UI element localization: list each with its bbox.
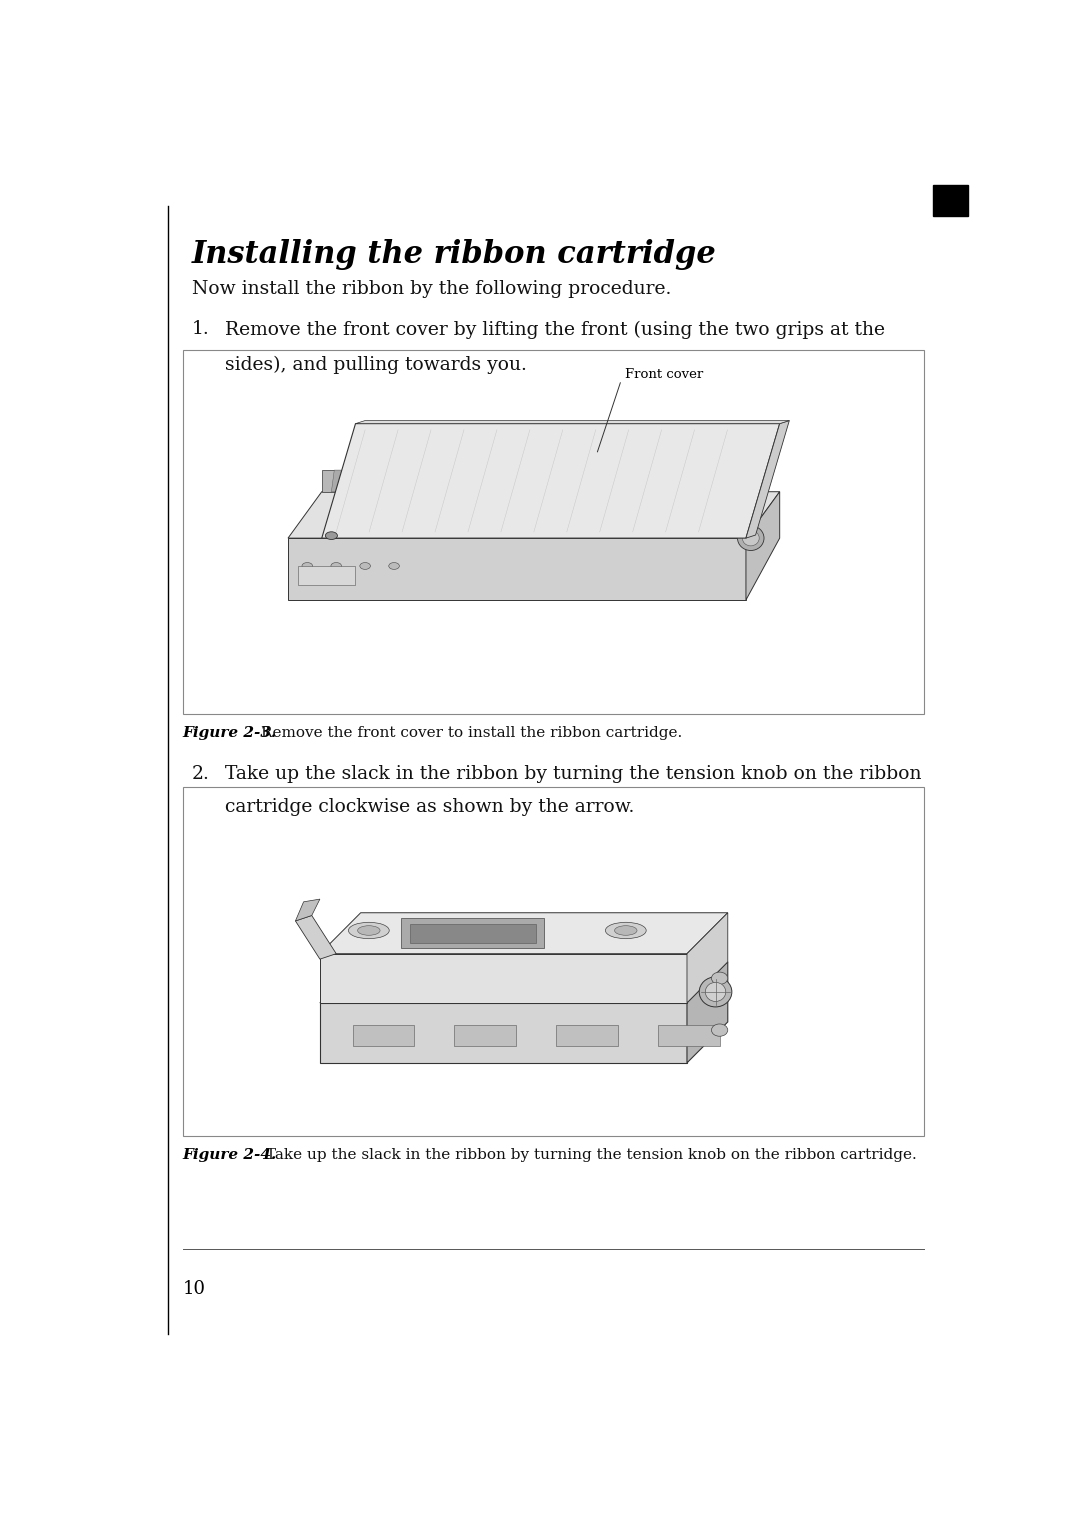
Ellipse shape: [330, 563, 341, 569]
Bar: [183, 787, 924, 1136]
Polygon shape: [577, 470, 594, 491]
Polygon shape: [320, 953, 687, 1003]
Polygon shape: [320, 962, 728, 1003]
Text: 10: 10: [183, 1279, 205, 1298]
Text: Front cover: Front cover: [625, 368, 704, 381]
Polygon shape: [651, 470, 670, 491]
Polygon shape: [355, 421, 789, 424]
Polygon shape: [350, 470, 367, 491]
Polygon shape: [388, 470, 405, 491]
Bar: [183, 349, 924, 714]
Polygon shape: [355, 494, 731, 532]
Ellipse shape: [699, 978, 732, 1006]
Polygon shape: [296, 900, 320, 921]
Polygon shape: [595, 470, 612, 491]
Ellipse shape: [357, 926, 380, 935]
Text: Remove the front cover to install the ribbon cartridge.: Remove the front cover to install the ri…: [261, 726, 683, 740]
Ellipse shape: [606, 923, 646, 939]
Ellipse shape: [742, 531, 759, 546]
Polygon shape: [746, 421, 789, 538]
Polygon shape: [708, 470, 726, 491]
Polygon shape: [288, 538, 746, 599]
Text: Take up the slack in the ribbon by turning the tension knob on the ribbon cartri: Take up the slack in the ribbon by turni…: [261, 1148, 917, 1162]
Ellipse shape: [325, 532, 337, 540]
Ellipse shape: [738, 526, 764, 551]
Polygon shape: [481, 505, 510, 523]
Ellipse shape: [705, 982, 726, 1002]
Polygon shape: [409, 924, 536, 942]
Polygon shape: [426, 470, 443, 491]
Text: Installing the ribbon cartridge: Installing the ribbon cartridge: [192, 239, 717, 270]
Polygon shape: [369, 470, 387, 491]
Text: Remove the front cover by lifting the front (using the two grips at the: Remove the front cover by lifting the fr…: [226, 320, 886, 339]
Text: 2.: 2.: [192, 766, 210, 784]
Polygon shape: [463, 470, 481, 491]
Polygon shape: [539, 470, 556, 491]
Polygon shape: [288, 491, 780, 538]
Ellipse shape: [302, 563, 312, 569]
Polygon shape: [402, 918, 544, 949]
Ellipse shape: [712, 971, 728, 985]
Text: 1.: 1.: [192, 320, 210, 339]
Polygon shape: [501, 470, 518, 491]
Text: cartridge clockwise as shown by the arrow.: cartridge clockwise as shown by the arro…: [226, 798, 635, 816]
Polygon shape: [407, 470, 424, 491]
Polygon shape: [320, 913, 728, 953]
Text: Figure 2-3.: Figure 2-3.: [183, 726, 276, 740]
Polygon shape: [296, 915, 336, 959]
Polygon shape: [332, 470, 349, 491]
Polygon shape: [671, 470, 688, 491]
Bar: [933, 186, 968, 217]
Polygon shape: [557, 470, 575, 491]
Polygon shape: [514, 502, 572, 526]
Text: sides), and pulling towards you.: sides), and pulling towards you.: [226, 355, 527, 374]
Polygon shape: [445, 470, 462, 491]
Ellipse shape: [615, 926, 637, 935]
Ellipse shape: [360, 563, 370, 569]
Polygon shape: [689, 470, 706, 491]
Ellipse shape: [389, 563, 400, 569]
Polygon shape: [322, 470, 756, 491]
Polygon shape: [556, 1025, 618, 1046]
Polygon shape: [633, 470, 650, 491]
Polygon shape: [687, 913, 728, 1003]
Polygon shape: [352, 1025, 414, 1046]
Polygon shape: [455, 1025, 515, 1046]
Polygon shape: [659, 1025, 719, 1046]
Text: Take up the slack in the ribbon by turning the tension knob on the ribbon: Take up the slack in the ribbon by turni…: [226, 766, 922, 784]
Ellipse shape: [349, 923, 389, 939]
Polygon shape: [727, 470, 744, 491]
Ellipse shape: [712, 1023, 728, 1037]
Polygon shape: [615, 470, 632, 491]
Polygon shape: [298, 566, 355, 584]
Text: Now install the ribbon by the following procedure.: Now install the ribbon by the following …: [192, 281, 672, 299]
Polygon shape: [519, 470, 537, 491]
Polygon shape: [746, 491, 780, 599]
Polygon shape: [687, 962, 728, 1063]
Polygon shape: [320, 1003, 687, 1063]
Polygon shape: [482, 470, 499, 491]
Text: Figure 2-4.: Figure 2-4.: [183, 1148, 276, 1162]
Polygon shape: [322, 424, 780, 538]
